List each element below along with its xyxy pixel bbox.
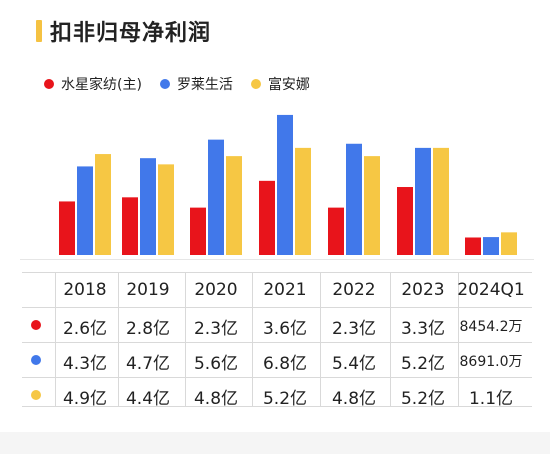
row-marker-dot: [31, 390, 41, 400]
table-header-cell: 2023: [401, 280, 445, 300]
legend-item-shuixing: 水星家纺(主): [44, 74, 142, 94]
legend-item-fuanna: 富安娜: [250, 74, 310, 94]
legend-label: 富安娜: [267, 77, 310, 93]
row-marker-dot: [31, 320, 41, 330]
bar-fuanna-2018: [95, 154, 111, 255]
table-value-cell: 2.8亿: [125, 319, 171, 339]
table-hline: [22, 342, 532, 343]
table-value-cell: 4.7亿: [125, 354, 171, 374]
bar-luolai-2019: [140, 158, 156, 255]
table-value-cell: 5.2亿: [400, 354, 446, 374]
table-vline: [118, 272, 119, 406]
bar-fuanna-2021: [295, 147, 311, 255]
table-hline: [22, 377, 532, 378]
table-vline: [185, 272, 186, 406]
bar-shuixing-2020: [190, 207, 206, 255]
table-vline: [320, 272, 321, 406]
bar-shuixing-2019: [122, 197, 138, 255]
table-header-cell: 2022: [332, 280, 376, 300]
table-value-cell: 5.2亿: [400, 389, 446, 409]
row-marker-dot: [31, 355, 41, 365]
table-value-cell: 4.8亿: [331, 389, 377, 409]
bar-shuixing-2024Q1: [465, 237, 481, 255]
bar-fuanna-2023: [433, 147, 449, 255]
bar-luolai-2024Q1: [483, 237, 499, 255]
table-value-cell: 3.3亿: [400, 319, 446, 339]
legend-dot-blue: [159, 79, 170, 89]
table-value-cell: 2.3亿: [193, 319, 239, 339]
bar-fuanna-2019: [158, 164, 174, 255]
table-header-cell: 2018: [63, 280, 107, 300]
table-vline: [458, 272, 459, 406]
table-header-cell: 2021: [263, 280, 307, 300]
table-vline: [252, 272, 253, 406]
bar-shuixing-2023: [397, 187, 413, 255]
table-value-cell: 5.4亿: [331, 354, 377, 374]
table-value-cell: 8691.0万: [459, 354, 523, 370]
bar-fuanna-2022: [364, 156, 380, 255]
table-hline: [22, 406, 532, 407]
table-value-cell: 4.9亿: [62, 389, 108, 409]
legend-dot-red: [44, 79, 54, 89]
table-hline: [22, 272, 532, 273]
legend-label: 罗莱生活: [176, 77, 233, 93]
table-value-cell: 5.6亿: [193, 354, 239, 374]
bar-chart: [59, 114, 517, 255]
table-value-cell: 8454.2万: [459, 319, 523, 335]
bottom-fade: [0, 432, 550, 454]
bar-shuixing-2021: [259, 180, 275, 255]
bar-luolai-2021: [277, 114, 293, 255]
table-value-cell: 1.1亿: [468, 389, 514, 409]
table-value-cell: 3.6亿: [262, 319, 308, 339]
table-hline: [22, 307, 532, 308]
legend-label: 水星家纺(主): [61, 77, 142, 93]
table-value-cell: 4.4亿: [125, 389, 171, 409]
bar-luolai-2023: [415, 147, 431, 255]
legend: 水星家纺(主) 罗莱生活 富安娜: [44, 74, 328, 94]
legend-item-luolai: 罗莱生活: [159, 74, 233, 94]
table-value-cell: 5.2亿: [262, 389, 308, 409]
table-header-cell: 2019: [126, 280, 170, 300]
bar-shuixing-2022: [328, 207, 344, 255]
table-vline: [55, 272, 56, 406]
chart-baseline: [20, 259, 534, 260]
title-accent-bar: [36, 20, 42, 42]
page-title: 扣非归母净利润: [50, 21, 212, 46]
bar-luolai-2018: [77, 166, 93, 255]
bar-fuanna-2024Q1: [501, 232, 517, 255]
bar-shuixing-2018: [59, 201, 75, 255]
table-value-cell: 4.8亿: [193, 389, 239, 409]
table-value-cell: 2.6亿: [62, 319, 108, 339]
table-header-cell: 2024Q1: [457, 280, 525, 300]
table-vline: [390, 272, 391, 406]
bar-fuanna-2020: [226, 156, 242, 255]
bar-luolai-2020: [208, 139, 224, 255]
bar-luolai-2022: [346, 143, 362, 255]
table-value-cell: 6.8亿: [262, 354, 308, 374]
table-value-cell: 4.3亿: [62, 354, 108, 374]
table-header-cell: 2020: [194, 280, 238, 300]
table-value-cell: 2.3亿: [331, 319, 377, 339]
legend-dot-yellow: [250, 79, 261, 89]
